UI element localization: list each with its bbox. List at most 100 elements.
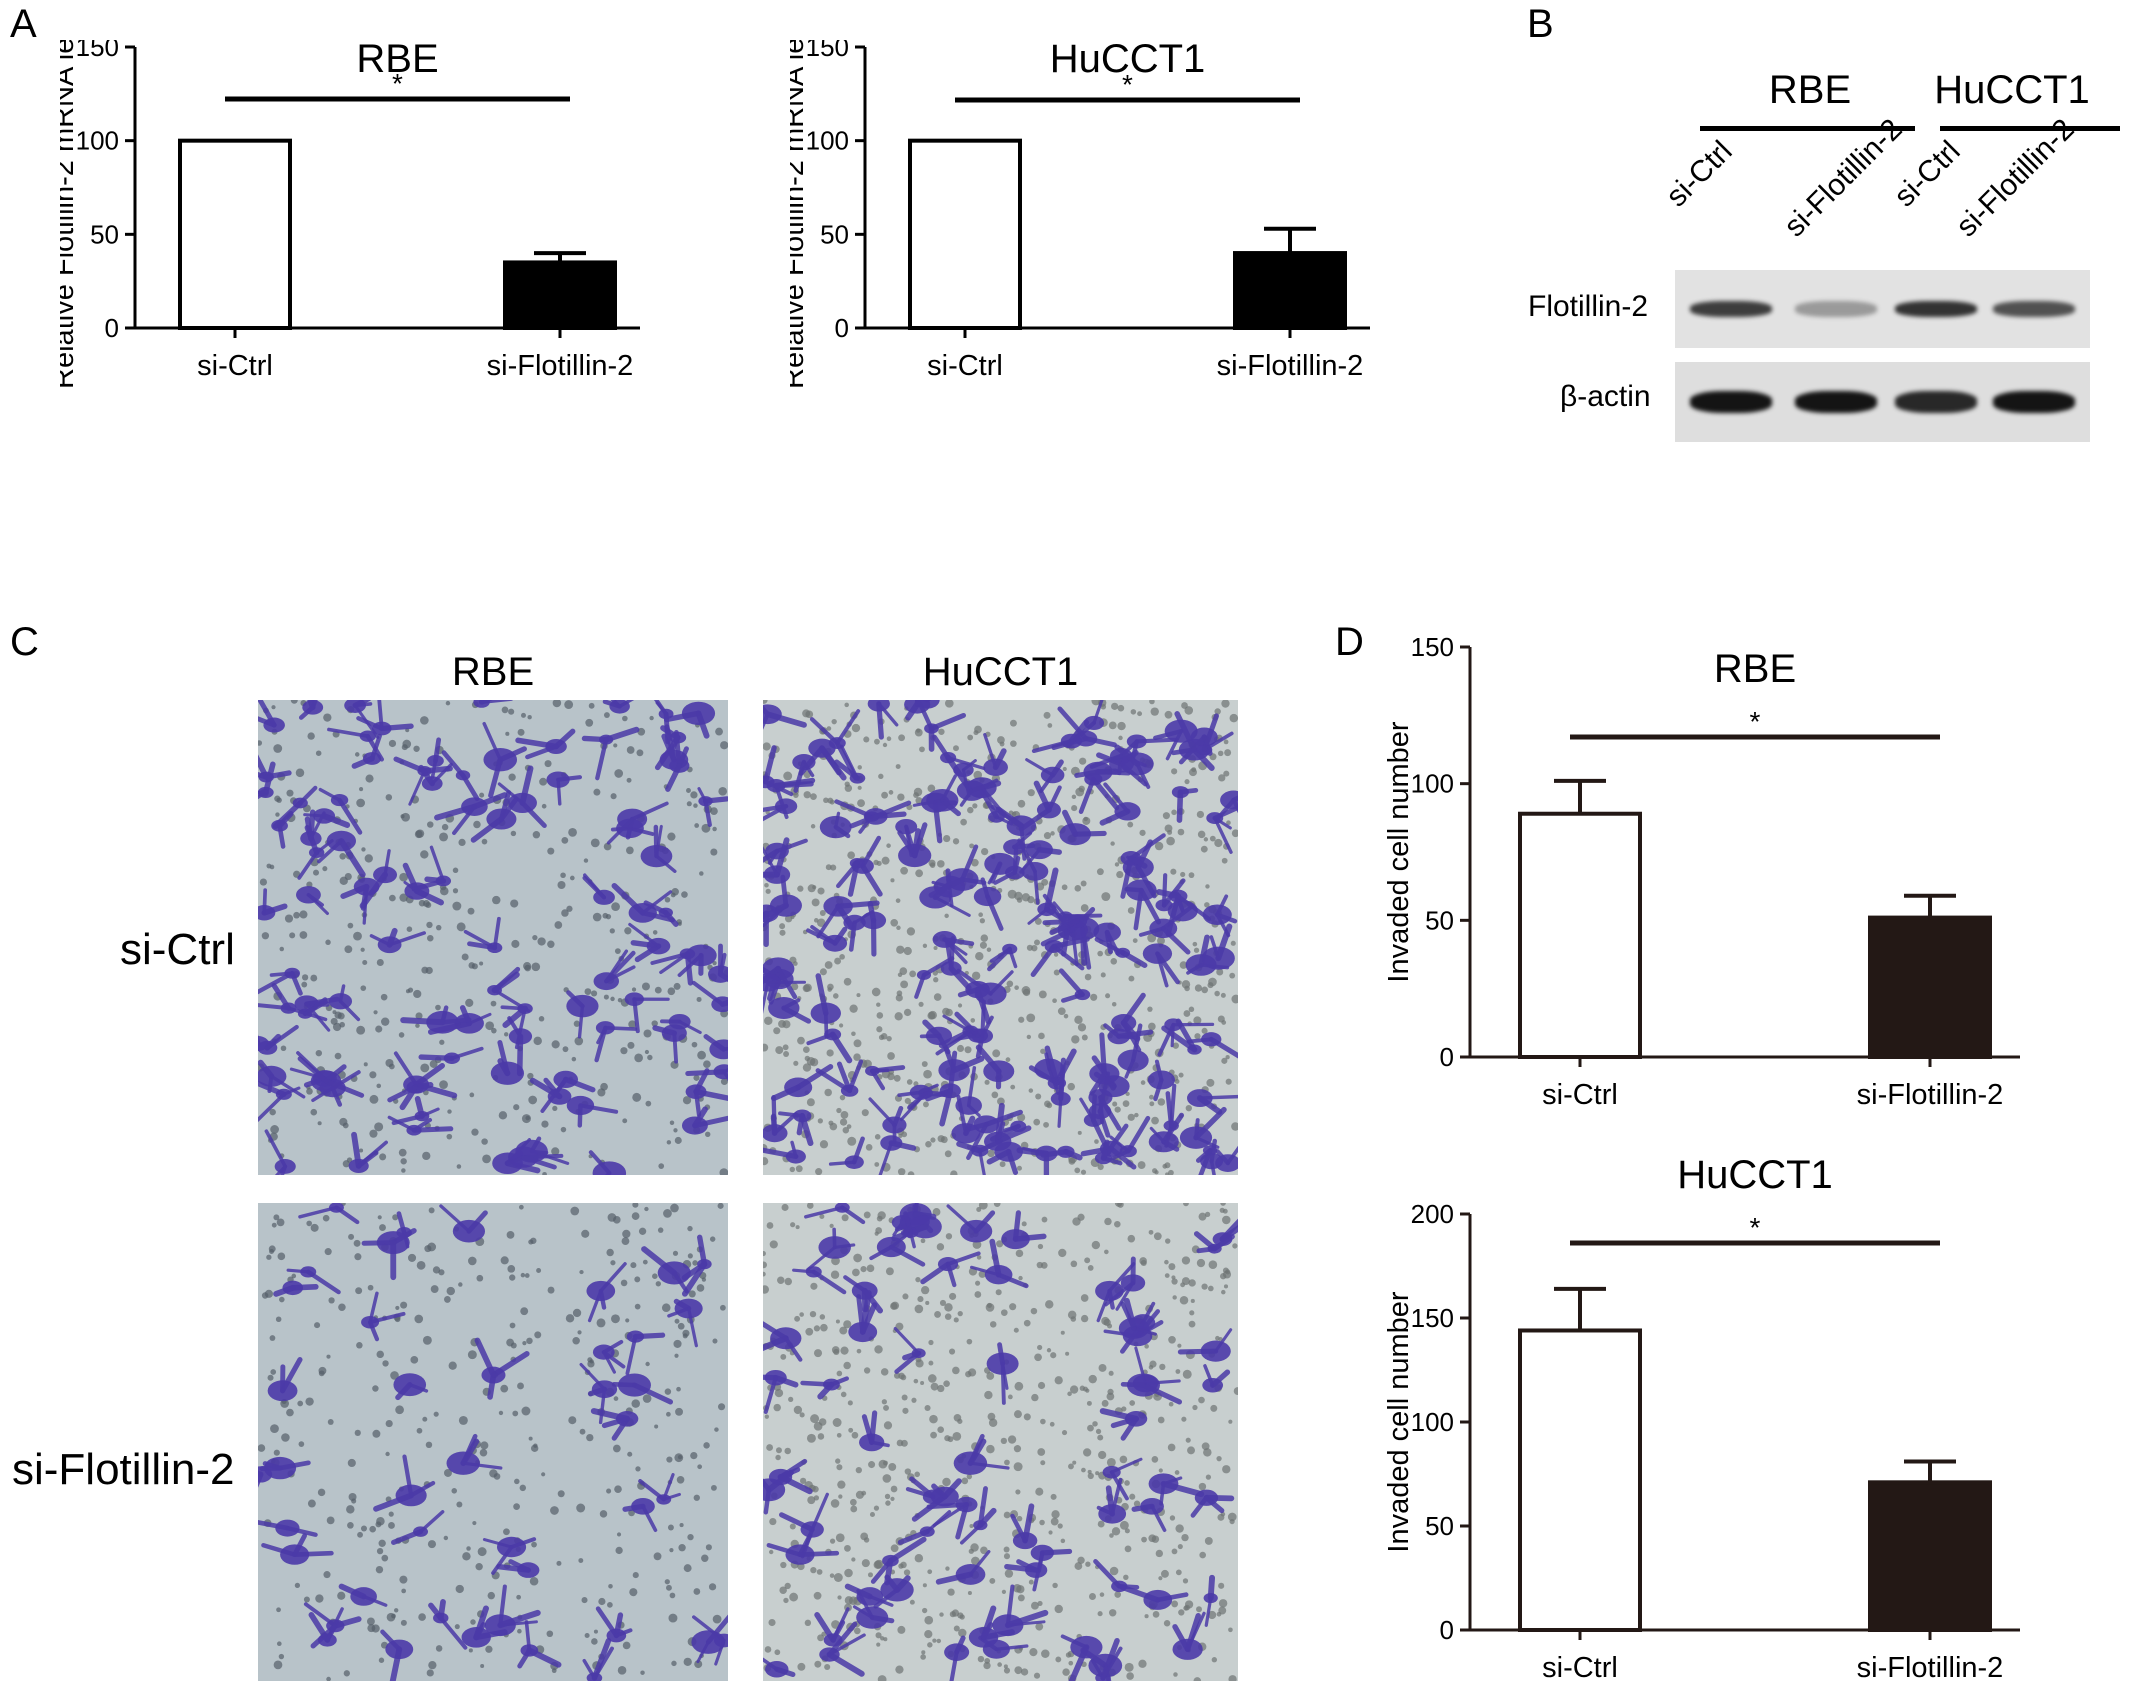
cell-process: [703, 799, 712, 828]
pore: [1160, 1569, 1169, 1578]
pore: [817, 1433, 825, 1440]
pore: [332, 1022, 342, 1032]
pore: [1221, 1020, 1227, 1025]
pore: [366, 1617, 375, 1626]
pore: [498, 1410, 504, 1416]
pore: [855, 1490, 864, 1499]
pore: [1222, 1465, 1231, 1474]
pore: [286, 1408, 294, 1417]
micrograph-rbe-si-ctrl: [258, 700, 728, 1175]
pore: [1158, 1468, 1163, 1473]
cell-process: [361, 1240, 396, 1246]
cell-process: [412, 1082, 434, 1091]
pore: [895, 1665, 904, 1674]
pore: [322, 1214, 330, 1222]
pore: [1016, 1515, 1023, 1522]
cell-process: [598, 1387, 607, 1425]
pore: [693, 1588, 701, 1595]
pore: [1071, 805, 1078, 812]
pore: [1231, 829, 1238, 838]
cell-process: [601, 1339, 624, 1355]
pore: [1037, 1381, 1046, 1390]
cell-process: [1141, 1301, 1156, 1325]
cell-process: [773, 777, 816, 789]
cell-process: [697, 1234, 708, 1267]
pore: [1037, 1243, 1044, 1250]
pore: [313, 869, 320, 876]
cell-process: [816, 904, 841, 939]
pore: [694, 823, 700, 828]
pore: [719, 1168, 728, 1175]
pore: [1096, 868, 1104, 876]
pore: [1130, 709, 1137, 715]
cell-process: [848, 920, 857, 952]
pore: [270, 1369, 277, 1375]
pore: [546, 1630, 554, 1638]
cell-process: [1209, 935, 1221, 960]
pore: [848, 1596, 858, 1605]
pore: [577, 1330, 582, 1335]
cell-process: [1114, 744, 1141, 767]
cell-process: [368, 1291, 379, 1324]
cell-process: [1203, 1494, 1235, 1502]
pore: [819, 1140, 829, 1149]
cell-process: [1120, 950, 1148, 969]
cell-process: [678, 1020, 702, 1035]
pore: [470, 1619, 476, 1625]
pore: [590, 838, 600, 848]
pore: [1228, 1419, 1233, 1424]
pore: [413, 745, 420, 752]
cell-process: [337, 797, 363, 835]
pore: [673, 982, 681, 990]
cell-process: [377, 700, 384, 731]
cell-process: [763, 1335, 789, 1351]
micrograph-background: [258, 1203, 728, 1681]
cell-process: [695, 710, 710, 739]
pore: [1108, 721, 1117, 730]
pore: [364, 854, 373, 863]
pore: [667, 987, 676, 996]
pore: [817, 1118, 823, 1124]
cell-process: [1128, 833, 1166, 861]
cell-process: [779, 1512, 815, 1532]
pore: [625, 1318, 630, 1323]
pore: [608, 1583, 613, 1589]
pore: [1207, 1610, 1217, 1620]
lane-label: si-Flotillin-2: [1778, 112, 1909, 244]
cell-process: [1219, 1218, 1238, 1242]
pore: [1148, 1022, 1156, 1031]
pore: [418, 1613, 426, 1621]
cell-process: [402, 1454, 414, 1498]
cell-process: [1164, 1123, 1174, 1148]
pore: [661, 1303, 671, 1313]
cell-process: [928, 712, 967, 732]
pore: [925, 1300, 930, 1305]
cell-process: [1120, 1301, 1137, 1331]
pore: [534, 1331, 542, 1339]
pore: [1077, 1130, 1082, 1135]
pore: [1232, 1243, 1238, 1249]
pore: [1127, 821, 1134, 828]
pore: [415, 1023, 420, 1028]
pore: [1171, 1600, 1179, 1608]
pore: [1095, 1471, 1100, 1476]
pore: [462, 1552, 471, 1561]
pore: [568, 828, 577, 837]
pore: [920, 1654, 926, 1660]
pore: [1072, 1460, 1077, 1465]
cell-process: [946, 1204, 978, 1233]
pore: [884, 1493, 891, 1500]
pore: [900, 1439, 908, 1447]
pore: [873, 859, 879, 866]
pore: [1111, 1527, 1121, 1536]
pore: [480, 1441, 489, 1450]
pore: [435, 1645, 443, 1652]
cell-process: [599, 1262, 627, 1293]
pore: [400, 1158, 407, 1165]
cell-process: [1193, 1231, 1218, 1252]
pore: [967, 734, 974, 741]
pore: [989, 1577, 996, 1584]
pore: [768, 1618, 776, 1627]
cell-process: [861, 1414, 875, 1445]
x-tick-label: si-Flotillin-2: [487, 350, 634, 382]
